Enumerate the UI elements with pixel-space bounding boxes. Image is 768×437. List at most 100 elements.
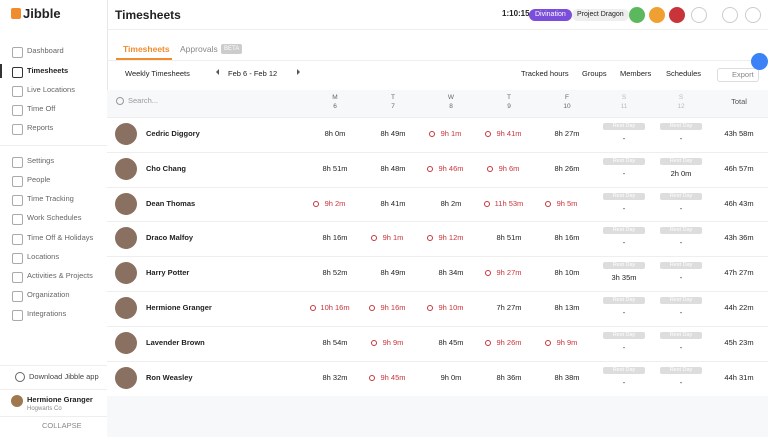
member-name[interactable]: Cedric Diggory xyxy=(146,129,200,138)
cell-value[interactable]: 9h 12m xyxy=(438,233,464,243)
cell-value[interactable]: 9h 5m xyxy=(556,198,578,208)
cell-value[interactable]: 8h 16m xyxy=(322,233,348,243)
nav-item[interactable]: Organization xyxy=(27,290,70,299)
cell-value[interactable]: 2h 0m xyxy=(670,168,692,178)
cell-value[interactable]: 10h 16m xyxy=(320,303,350,312)
header-button[interactable] xyxy=(649,7,665,23)
cell-value[interactable]: - xyxy=(679,308,683,317)
cell-value[interactable]: 8h 51m xyxy=(322,163,348,173)
tab[interactable]: Timesheets xyxy=(123,44,170,54)
cell-value[interactable]: 11h 53m xyxy=(494,198,524,208)
cell-value[interactable]: 9h 45m xyxy=(380,372,406,382)
nav-item[interactable]: Reports xyxy=(27,123,54,132)
range[interactable]: Feb 6 - Feb 12 xyxy=(228,69,278,78)
cell-value[interactable]: 9h 27m xyxy=(496,268,522,278)
cell-value[interactable]: 8h 10m xyxy=(554,268,580,278)
cell-value[interactable]: - xyxy=(622,308,626,317)
nav-item[interactable]: Timesheets xyxy=(27,66,69,75)
nav-item[interactable]: Time Off & Holidays xyxy=(27,233,94,242)
member-name[interactable]: Ron Weasley xyxy=(146,372,193,382)
filter[interactable]: Members xyxy=(620,69,652,78)
activity-badge[interactable]: Divination xyxy=(529,9,572,21)
download-link[interactable]: Download Jibble app xyxy=(29,372,99,381)
filter[interactable]: Tracked hours xyxy=(521,69,569,78)
side-toggle[interactable] xyxy=(751,53,768,70)
cell-value[interactable]: 8h 27m xyxy=(554,129,580,138)
member-name[interactable]: Dean Thomas xyxy=(146,198,196,208)
user-name[interactable]: Hermione Granger xyxy=(27,395,93,404)
cell-value[interactable]: - xyxy=(679,203,683,213)
collapse[interactable]: COLLAPSE xyxy=(42,421,82,430)
cell-value[interactable]: 8h 52m xyxy=(322,268,348,278)
cell-value[interactable]: 8h 16m xyxy=(554,233,580,243)
cell-value[interactable]: - xyxy=(622,238,626,248)
cell-value[interactable]: 9h 9m xyxy=(556,337,578,347)
cell-value[interactable]: 9h 16m xyxy=(380,303,406,312)
cell-value[interactable]: 9h 41m xyxy=(496,129,522,138)
cell-value[interactable]: 8h 49m xyxy=(380,129,406,138)
nav-item[interactable]: Time Off xyxy=(27,104,56,113)
cell-value[interactable]: 8h 38m xyxy=(554,372,580,382)
cell-value[interactable]: 9h 1m xyxy=(440,129,462,138)
nav-item[interactable]: Dashboard xyxy=(27,46,64,55)
member-name[interactable]: Draco Malfoy xyxy=(146,233,194,243)
cell-value[interactable]: 3h 35m xyxy=(611,273,637,283)
cell-value[interactable]: 9h 0m xyxy=(440,372,462,382)
cell-value[interactable]: 8h 45m xyxy=(438,337,464,347)
nav-item[interactable]: Live Locations xyxy=(27,85,75,94)
cell-value[interactable]: 8h 13m xyxy=(554,303,580,312)
cell-value[interactable]: 9h 9m xyxy=(382,337,404,347)
header-button[interactable] xyxy=(669,7,685,23)
member-name[interactable]: Hermione Granger xyxy=(146,303,212,312)
cell-value[interactable]: - xyxy=(622,134,626,143)
nav-item[interactable]: Time Tracking xyxy=(27,194,74,203)
cell-value[interactable]: 8h 51m xyxy=(496,233,522,243)
cell-value[interactable]: 9h 46m xyxy=(438,163,464,173)
export[interactable]: Export xyxy=(717,68,759,82)
cell-value[interactable]: 7h 27m xyxy=(496,303,522,312)
project-badge[interactable]: Project Dragon xyxy=(572,9,629,21)
cell-value[interactable]: 9h 1m xyxy=(382,233,404,243)
cell-value[interactable]: 8h 2m xyxy=(440,198,462,208)
nav-item[interactable]: People xyxy=(27,175,51,184)
header-button[interactable] xyxy=(745,7,761,23)
cell-value[interactable]: - xyxy=(622,168,626,178)
cell-value[interactable]: 9h 26m xyxy=(496,337,522,347)
cell-value[interactable]: 8h 0m xyxy=(324,129,346,138)
prev[interactable] xyxy=(213,69,219,75)
member-name[interactable]: Harry Potter xyxy=(146,268,190,278)
cell-value[interactable]: 8h 41m xyxy=(380,198,406,208)
cell-value[interactable]: - xyxy=(679,377,683,387)
member-name[interactable]: Lavender Brown xyxy=(146,337,205,347)
member-name[interactable]: Cho Chang xyxy=(146,163,186,173)
cell-value[interactable]: - xyxy=(679,134,683,143)
tab[interactable]: Approvals xyxy=(180,44,218,54)
header-button[interactable] xyxy=(691,7,707,23)
cell-value[interactable]: - xyxy=(622,203,626,213)
cell-value[interactable]: - xyxy=(622,377,626,387)
filter[interactable]: Schedules xyxy=(666,69,702,78)
next[interactable] xyxy=(297,69,303,75)
header-button[interactable] xyxy=(629,7,645,23)
nav-item[interactable]: Integrations xyxy=(27,309,67,318)
header-button[interactable] xyxy=(722,7,738,23)
cell-value[interactable]: 8h 49m xyxy=(380,268,406,278)
nav-item[interactable]: Locations xyxy=(27,252,60,261)
cell-value[interactable]: 8h 34m xyxy=(438,268,464,278)
nav-item[interactable]: Activities & Projects xyxy=(27,271,93,280)
nav-item[interactable]: Work Schedules xyxy=(27,213,82,222)
search[interactable]: Search... xyxy=(128,96,159,105)
cell-value[interactable]: - xyxy=(622,342,626,352)
cell-value[interactable]: - xyxy=(679,238,683,248)
cell-value[interactable]: 8h 32m xyxy=(322,372,348,382)
cell-value[interactable]: - xyxy=(679,273,683,283)
nav-item[interactable]: Settings xyxy=(27,156,55,165)
cell-value[interactable]: 9h 6m xyxy=(498,163,520,173)
cell-value[interactable]: 8h 26m xyxy=(554,163,580,173)
cell-value[interactable]: 9h 2m xyxy=(324,198,346,208)
cell-value[interactable]: 8h 48m xyxy=(380,163,406,173)
filter[interactable]: Groups xyxy=(582,69,607,78)
cell-value[interactable]: - xyxy=(679,342,683,352)
cell-value[interactable]: 9h 10m xyxy=(438,303,464,312)
cell-value[interactable]: 8h 54m xyxy=(322,337,348,347)
